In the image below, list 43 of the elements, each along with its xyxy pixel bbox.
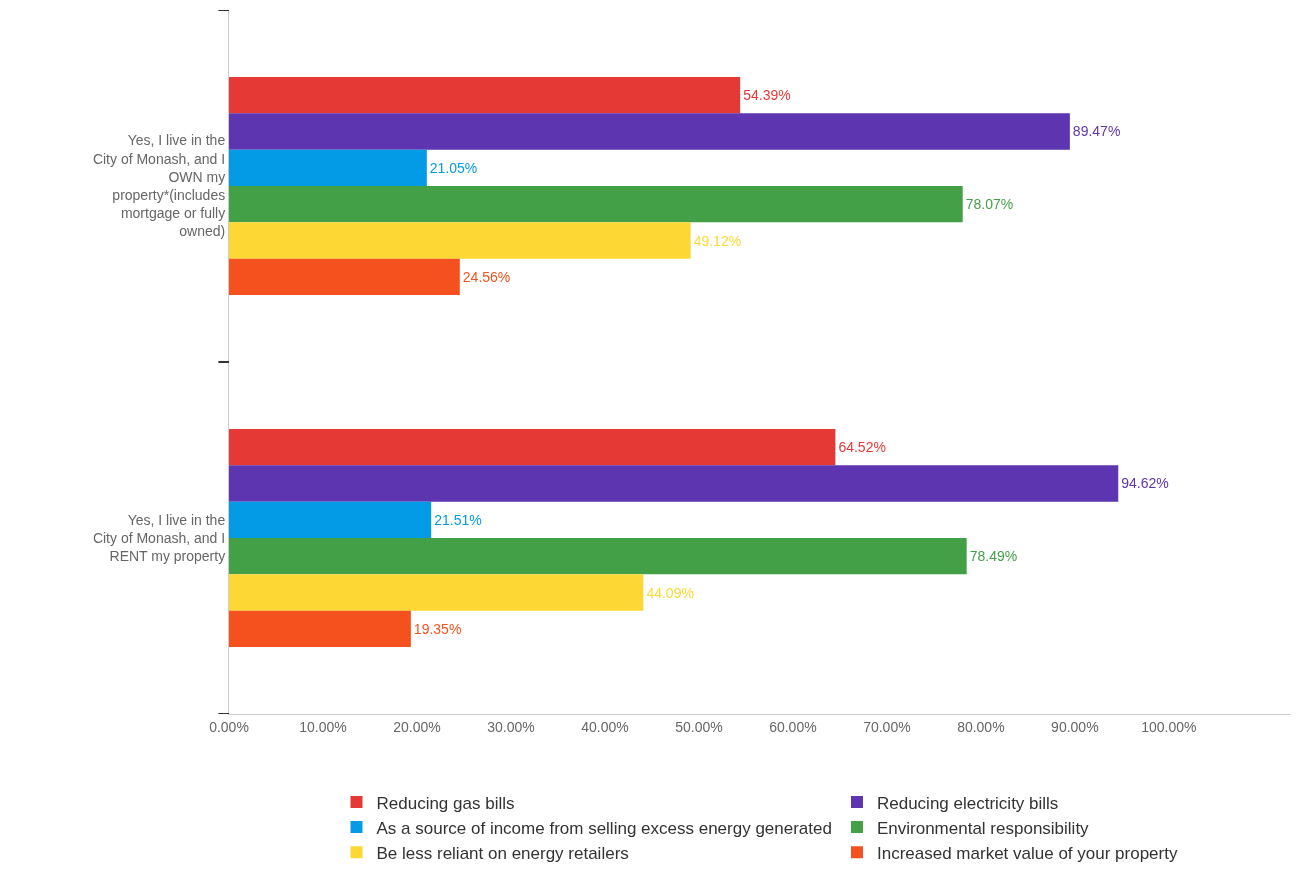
x-tick-label: 40.00% <box>581 718 629 735</box>
data-label: 19.35% <box>413 620 462 637</box>
bar <box>229 610 411 648</box>
bar <box>229 501 432 538</box>
x-tick-label: 90.00% <box>1051 718 1099 735</box>
legend-label: As a source of income from selling excess energy generated <box>376 818 832 838</box>
bar <box>229 428 836 466</box>
x-tick-label: 70.00% <box>863 718 911 735</box>
legend-label: Reducing gas bills <box>376 793 515 813</box>
legend-label: Be less reliant on energy retailers <box>376 843 629 863</box>
x-tick-label: 30.00% <box>487 718 535 735</box>
data-label: 78.49% <box>969 548 1018 565</box>
data-label: 94.62% <box>1121 475 1169 492</box>
bar <box>229 574 644 611</box>
x-tick-label: 0.00% <box>209 718 249 735</box>
x-tick-label: 60.00% <box>769 718 817 735</box>
x-tick-label: 20.00% <box>393 718 441 735</box>
data-label: 78.07% <box>965 196 1014 213</box>
data-label: 89.47% <box>1072 123 1121 140</box>
data-label: 54.39% <box>743 87 791 104</box>
bar <box>229 222 691 259</box>
legend-label: Increased market value of your property <box>876 843 1178 863</box>
data-label: 49.12% <box>693 232 742 249</box>
legend-label: Environmental responsibility <box>876 818 1090 838</box>
x-tick-label: 100.00% <box>1141 718 1197 735</box>
x-tick-label: 10.00% <box>299 718 347 735</box>
data-label: 64.52% <box>838 439 886 456</box>
x-tick-label: 50.00% <box>675 718 723 735</box>
data-label: 21.51% <box>434 511 482 528</box>
y-tick-label: Yes, I live in the City of Monash, and I OWN my property*(includes mortgage or fully owned) <box>92 132 226 240</box>
x-tick-label: 80.00% <box>957 718 1005 735</box>
bar <box>229 113 1070 150</box>
bar <box>229 186 963 223</box>
y-tick-label: Yes, I live in the City of Monash, and I RENT my property <box>92 511 226 565</box>
bar <box>229 465 1119 502</box>
bar <box>229 76 741 114</box>
bar <box>229 149 427 186</box>
legend-label: Reducing electricity bills <box>876 793 1059 813</box>
bar <box>229 258 460 296</box>
data-label: 24.56% <box>462 268 511 285</box>
bar <box>229 538 967 575</box>
data-label: 21.05% <box>429 159 478 176</box>
data-label: 44.09% <box>646 584 694 601</box>
